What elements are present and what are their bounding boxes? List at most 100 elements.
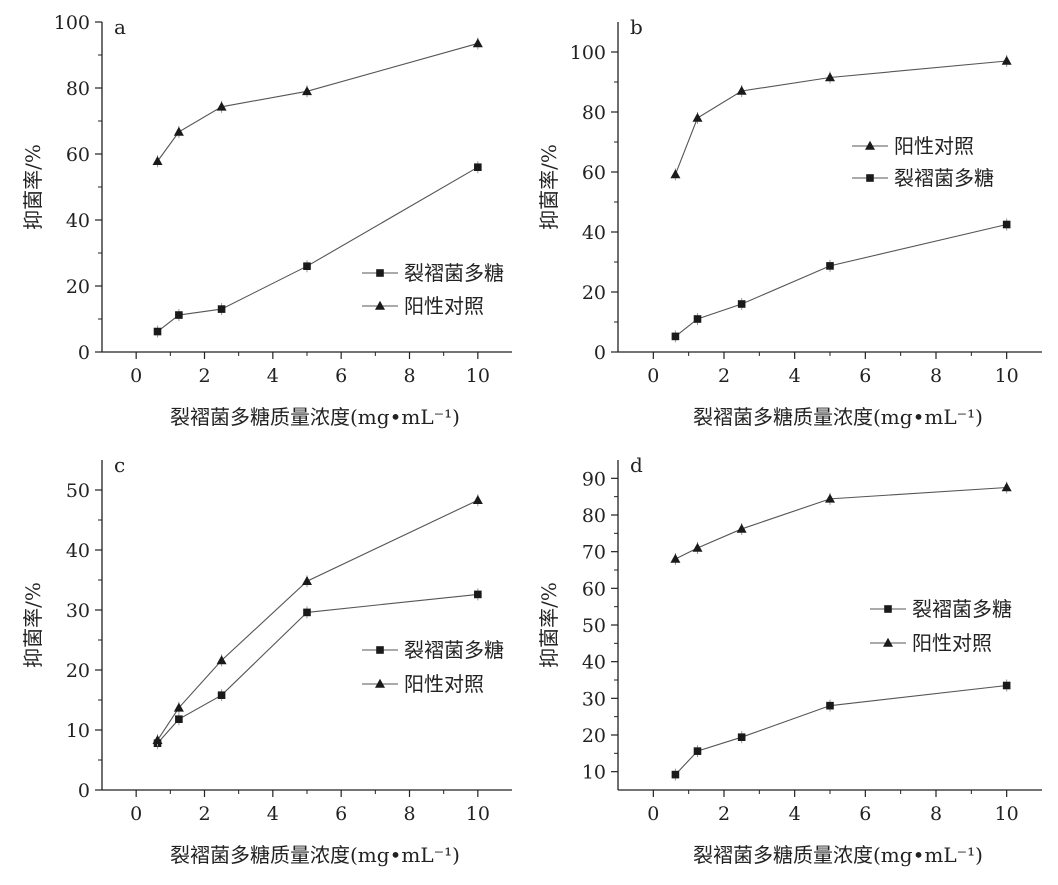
x-axis-title: 裂褶菌多糖质量浓度(mg•mL⁻¹) [170,405,460,429]
y-tick-label: 40 [66,540,90,562]
legend-label: 阳性对照 [404,672,484,696]
legend-label: 裂褶菌多糖 [912,597,1012,621]
data-point [693,315,702,323]
legend-marker [375,300,385,310]
y-tick-label: 10 [582,762,606,784]
data-point [217,305,226,313]
legend-marker [376,269,384,277]
y-tick-label: 90 [582,468,606,490]
data-point [1002,220,1011,229]
data-point [217,691,226,699]
data-point [216,655,227,665]
x-tick-label: 6 [859,365,871,387]
y-axis-title: 抑菌率/% [21,144,45,230]
x-tick-label: 8 [930,365,942,387]
x-tick-label: 2 [198,803,210,825]
data-point [1001,55,1012,65]
x-tick-label: 6 [335,365,347,387]
y-tick-label: 40 [66,210,90,232]
x-tick-label: 8 [403,803,415,825]
data-point [692,112,703,122]
data-point [175,715,183,723]
data-point [1001,482,1012,492]
y-tick-label: 50 [66,480,90,502]
legend-label: 阳性对照 [404,294,484,318]
legend-marker [376,646,384,654]
y-tick-label: 40 [582,652,606,674]
y-tick-label: 100 [54,12,90,34]
series-positive-control [670,55,1012,181]
data-point [303,262,311,270]
x-tick-label: 4 [267,803,279,825]
panel-label: a [114,15,126,39]
y-tick-label: 0 [78,342,90,364]
series-line [675,223,1007,337]
legend-marker [375,678,385,688]
series-positive-control [670,481,1012,565]
y-tick-label: 80 [582,102,606,124]
y-tick-label: 60 [582,162,606,184]
y-axis-title: 抑菌率/% [21,582,45,668]
legend-label: 裂褶菌多糖 [404,261,504,285]
data-point [474,590,482,599]
y-tick-label: 60 [582,578,606,600]
data-point [302,86,312,96]
data-point [173,126,184,136]
y-tick-label: 70 [582,542,606,564]
y-tick-label: 80 [66,78,90,100]
x-tick-label: 2 [718,365,730,387]
x-tick-label: 8 [403,365,415,387]
data-point [474,163,482,171]
x-tick-label: 10 [466,365,490,387]
data-point [671,770,680,779]
x-tick-label: 6 [859,803,871,825]
data-point [472,495,483,504]
data-point [692,542,703,552]
y-tick-label: 100 [570,42,606,64]
x-tick-label: 4 [789,365,801,387]
y-tick-label: 30 [66,600,90,622]
series-polysaccharide [153,161,482,338]
data-point [825,493,835,503]
data-point [670,169,681,179]
panel-label: c [114,453,125,477]
series-line [157,42,478,162]
legend-marker [884,605,892,613]
x-axis-title: 裂褶菌多糖质量浓度(mg•mL⁻¹) [693,843,983,867]
x-tick-label: 8 [930,803,942,825]
data-point [152,156,163,166]
y-tick-label: 20 [66,276,90,298]
y-axis-title: 抑菌率/% [537,582,561,668]
x-axis-title: 裂褶菌多糖质量浓度(mg•mL⁻¹) [170,843,460,867]
data-point [737,300,746,308]
x-tick-label: 0 [647,365,659,387]
x-tick-label: 0 [130,803,142,825]
x-tick-label: 4 [789,803,801,825]
y-tick-label: 10 [66,720,90,742]
y-tick-label: 30 [582,688,606,710]
series-line [675,486,1007,560]
series-polysaccharide [671,218,1011,343]
panel-label: d [630,453,643,477]
series-line [157,593,478,744]
data-point [736,523,747,533]
data-point [1002,681,1011,690]
x-tick-label: 10 [995,365,1019,387]
x-tick-label: 2 [198,365,210,387]
y-tick-label: 0 [78,780,90,802]
legend-marker [883,637,893,647]
legend-label: 阳性对照 [912,631,992,655]
data-point [152,735,163,744]
series-polysaccharide [153,588,482,750]
y-tick-label: 40 [582,222,606,244]
data-point [826,701,834,710]
panel-label: b [630,15,643,39]
series-line [675,684,1007,775]
data-point [153,327,162,336]
data-point [825,72,835,82]
legend-marker [865,140,875,150]
